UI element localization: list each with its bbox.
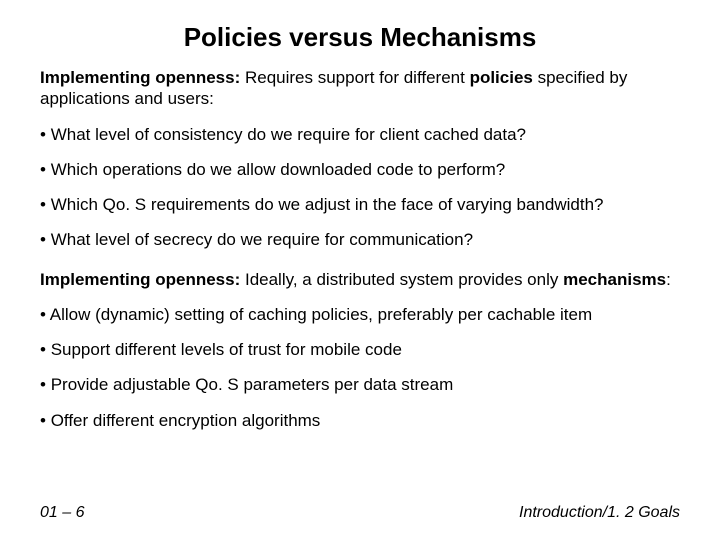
list-item: Which operations do we allow downloaded …	[40, 159, 680, 180]
list-item: What level of consistency do we require …	[40, 124, 680, 145]
section2-lead: Implementing openness:	[40, 270, 240, 289]
footer: 01 – 6 Introduction/1. 2 Goals	[40, 504, 680, 522]
section1-lead: Implementing openness:	[40, 68, 240, 87]
section1-body: Requires support for different	[240, 68, 469, 87]
bullets2: Allow (dynamic) setting of caching polic…	[40, 304, 680, 431]
list-item: Which Qo. S requirements do we adjust in…	[40, 194, 680, 215]
section2-intro: Implementing openness: Ideally, a distri…	[40, 269, 680, 290]
footer-left: 01 – 6	[40, 504, 84, 522]
list-item: Provide adjustable Qo. S parameters per …	[40, 374, 680, 395]
section1-trail: policies	[470, 68, 533, 87]
section2-trail: mechanisms	[563, 270, 666, 289]
list-item: What level of secrecy do we require for …	[40, 229, 680, 250]
section2-after: :	[666, 270, 671, 289]
list-item: Allow (dynamic) setting of caching polic…	[40, 304, 680, 325]
slide-title: Policies versus Mechanisms	[40, 22, 680, 53]
list-item: Support different levels of trust for mo…	[40, 339, 680, 360]
list-item: Offer different encryption algorithms	[40, 410, 680, 431]
section1-intro: Implementing openness: Requires support …	[40, 67, 680, 110]
section2-body: Ideally, a distributed system provides o…	[240, 270, 563, 289]
footer-right: Introduction/1. 2 Goals	[519, 504, 680, 522]
bullets1: What level of consistency do we require …	[40, 124, 680, 251]
slide: Policies versus Mechanisms Implementing …	[0, 0, 720, 540]
